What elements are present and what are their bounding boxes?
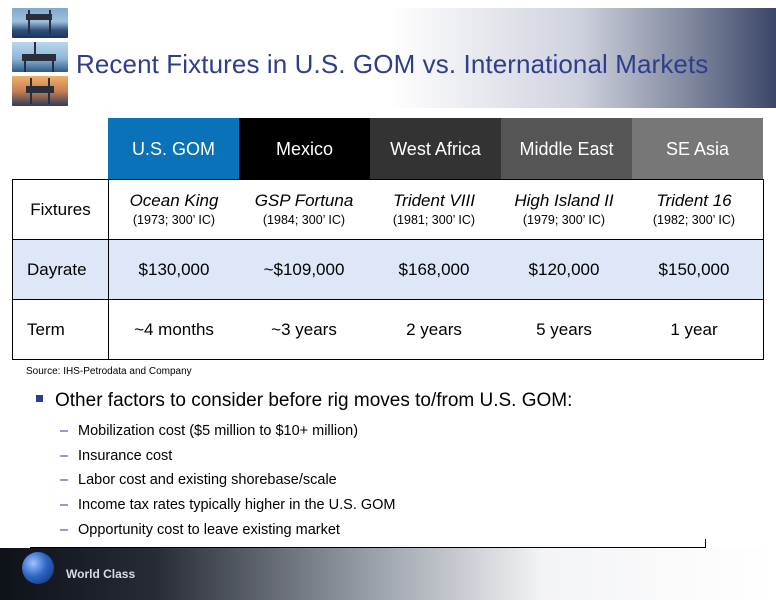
dayrate-cell-se-asia: $150,000 [658,259,730,279]
rig-info: (1979; 300’ IC) [522,212,606,227]
square-bullet-icon [36,395,43,403]
list-item: – Insurance cost [60,444,396,469]
table-row-fixtures: Fixtures Ocean King (1973; 300’ IC) GSP … [13,180,763,240]
dash-icon: – [60,521,69,538]
rig-info: (1981; 300’ IC) [392,212,476,227]
rig-info: (1984; 300’ IC) [262,212,346,227]
list-item-text: Mobilization cost ($5 million to $10+ mi… [78,423,359,440]
rig-info: (1973; 300’ IC) [132,212,216,227]
list-item-text: Labor cost and existing shorebase/scale [78,472,337,489]
list-item-text: Income tax rates typically higher in the… [78,497,396,514]
column-header-se-asia: SE Asia [632,118,763,180]
list-item-text: Insurance cost [78,447,173,464]
column-header-mexico: Mexico [239,118,370,180]
term-cell-se-asia: 1 year [670,320,718,339]
column-header-middle-east: Middle East [501,118,632,180]
row-label-fixtures: Fixtures [13,180,109,239]
dayrate-cell-us-gom: $130,000 [138,259,210,279]
term-cell-us-gom: ~4 months [134,320,214,339]
rig-name: Trident VIII [393,190,475,210]
fixtures-table: Fixtures Ocean King (1973; 300’ IC) GSP … [12,179,764,360]
table-column-headers: U.S. GOM Mexico West Africa Middle East … [108,118,763,180]
row-label-term: Term [13,300,109,360]
footer-divider-tick [705,539,706,555]
term-cell-middle-east: 5 years [536,320,592,339]
fixture-cell-west-africa: Trident VIII (1981; 300’ IC) [369,180,499,239]
main-bullet: Other factors to consider before rig mov… [36,390,572,412]
list-item: – Opportunity cost to leave existing mark… [60,517,396,542]
list-item: – Mobilization cost ($5 million to $10+ m… [60,419,396,444]
dayrate-cell-west-africa: $168,000 [398,259,470,279]
dash-icon: – [60,472,69,489]
column-header-west-africa: West Africa [370,118,501,180]
rig-name: GSP Fortuna [254,190,354,210]
main-bullet-text: Other factors to consider before rig mov… [55,390,573,411]
dash-icon: – [60,423,69,440]
fixture-cell-middle-east: High Island II (1979; 300’ IC) [499,180,629,239]
fixture-cell-mexico: GSP Fortuna (1984; 300’ IC) [239,180,369,239]
sub-bullet-list: – Mobilization cost ($5 million to $10+ m… [60,419,396,542]
dayrate-cell-middle-east: $120,000 [528,259,600,279]
term-cell-west-africa: 2 years [406,320,462,339]
list-item: – Income tax rates typically higher in th… [60,493,396,518]
rig-photo-strip [12,8,68,108]
rig-name: Trident 16 [656,190,732,210]
fixture-cell-se-asia: Trident 16 (1982; 300’ IC) [629,180,759,239]
globe-icon [22,552,54,584]
fixture-cell-us-gom: Ocean King (1973; 300’ IC) [109,180,239,239]
rig-name: Ocean King [129,190,219,210]
rig-photo-1 [12,8,68,38]
list-item: – Labor cost and existing shorebase/scale [60,468,396,493]
dash-icon: – [60,447,69,464]
footer-brand: World Class [66,567,136,581]
slide-header: Recent Fixtures in U.S. GOM vs. Internat… [0,0,776,110]
list-item-text: Opportunity cost to leave existing marke… [78,521,340,538]
rig-info: (1982; 300’ IC) [652,212,736,227]
footer-gradient-band [0,548,776,600]
row-label-dayrate: Dayrate [13,240,109,299]
column-header-us-gom: U.S. GOM [108,118,239,180]
rig-photo-2 [12,42,68,72]
rig-photo-3 [12,76,68,106]
term-cell-mexico: ~3 years [271,320,337,339]
table-row-term: Term ~4 months ~3 years 2 years 5 years … [13,300,763,360]
footer-divider [30,547,706,548]
header-gradient-band [72,8,776,108]
source-note: Source: IHS-Petrodata and Company [26,366,192,377]
page-title: Recent Fixtures in U.S. GOM vs. Internat… [76,49,709,79]
rig-name: High Island II [514,190,614,210]
table-row-dayrate: Dayrate $130,000 ~$109,000 $168,000 $120… [13,240,763,300]
dayrate-cell-mexico: ~$109,000 [263,259,345,279]
dash-icon: – [60,497,69,514]
